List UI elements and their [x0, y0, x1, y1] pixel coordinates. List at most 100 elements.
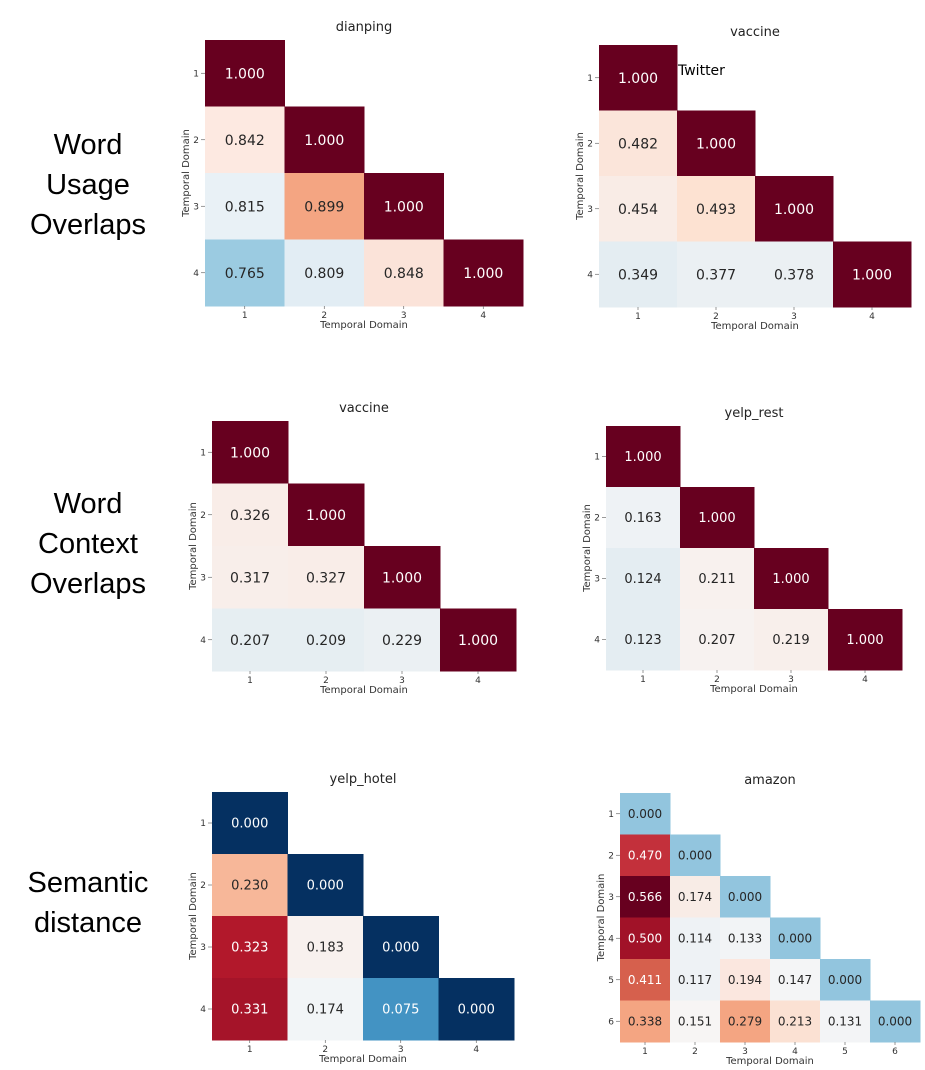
cell-value-label: 0.566 — [628, 890, 662, 904]
cell-value-label: 0.209 — [306, 633, 346, 649]
x-tick-label: 4 — [475, 676, 481, 686]
x-tick-label: 1 — [640, 675, 646, 685]
y-axis-label: Temporal Domain — [188, 872, 199, 961]
heatmap-cell — [599, 176, 678, 242]
cell-value-label: 0.194 — [728, 973, 762, 987]
x-tick-label: 3 — [742, 1047, 748, 1057]
heatmap-cell — [720, 917, 771, 960]
cell-value-label: 0.000 — [728, 890, 762, 904]
cell-value-label: 0.000 — [307, 879, 344, 894]
cell-value-label: 0.842 — [225, 133, 265, 149]
row-label-word-usage-overlaps: Word Usage Overlaps — [0, 125, 176, 245]
heatmap-vaccine: vaccine 1.000 0.326 1.000 0.317 0.327 1.000 0.2… — [188, 401, 517, 696]
cell-value-label: 0.000 — [878, 1015, 912, 1029]
heatmap-cell — [599, 241, 678, 308]
y-tick-label: 3 — [594, 575, 600, 585]
cell-value-label: 0.482 — [618, 136, 658, 152]
heatmap-cell — [720, 876, 771, 918]
cell-value-label: 1.000 — [698, 511, 735, 526]
heatmap-cell — [287, 854, 364, 917]
cell-value-label: 0.323 — [231, 941, 268, 956]
row-label-word-context-overlaps: Word Context Overlaps — [0, 484, 176, 604]
row-label-line: Overlaps — [29, 568, 147, 600]
heatmap-cell — [212, 854, 288, 917]
cell-value-label: 0.211 — [698, 572, 735, 587]
chart-title: vaccine — [730, 25, 780, 40]
cell-value-label: 0.338 — [628, 1015, 662, 1029]
heatmap-cell — [284, 106, 365, 174]
cell-value-label: 0.151 — [678, 1015, 712, 1029]
heatmap-cell — [364, 239, 444, 307]
cell-value-label: 0.470 — [628, 849, 662, 863]
cell-value-label: 1.000 — [304, 133, 344, 149]
heatmap-cell — [212, 546, 289, 609]
heatmap-amazon: amazon 0.000 0.470 0.000 0.566 0.174 0.000 0.50… — [596, 773, 921, 1067]
y-tick-label: 4 — [608, 934, 614, 944]
twitter-annotation: Twitter — [678, 63, 725, 79]
heatmap-cell — [606, 487, 681, 549]
cell-value-label: 0.000 — [628, 807, 662, 821]
row-label-line: Overlaps — [29, 209, 147, 241]
x-tick-label: 1 — [247, 1045, 253, 1055]
y-tick-label: 3 — [200, 573, 206, 583]
cell-value-label: 1.000 — [463, 266, 503, 282]
heatmap-yelp_rest: yelp_rest 1.000 0.163 1.000 0.124 0.211 1.000 0… — [582, 406, 903, 695]
row-label-semantic-distance: Semantic distance — [0, 863, 176, 943]
y-tick-label: 2 — [608, 851, 614, 861]
cell-value-label: 1.000 — [774, 202, 814, 218]
heatmap-cell — [680, 609, 755, 671]
cell-value-label: 1.000 — [458, 633, 498, 649]
heatmap-cell — [212, 916, 288, 979]
cell-value-label: 0.000 — [231, 817, 268, 832]
y-tick-label: 2 — [594, 514, 600, 524]
cell-value-label: 0.123 — [624, 633, 661, 648]
heatmap-cell — [720, 1000, 771, 1043]
heatmap-cell — [599, 45, 678, 111]
heatmap-cell — [205, 173, 285, 240]
heatmap-cell — [284, 239, 365, 307]
heatmap-cell — [363, 916, 439, 979]
y-tick-label: 1 — [193, 69, 199, 79]
cell-value-label: 0.411 — [628, 973, 662, 987]
y-tick-label: 1 — [587, 74, 593, 84]
cell-value-label: 0.183 — [307, 941, 344, 956]
row-label-line: distance — [33, 907, 142, 939]
x-tick-label: 1 — [635, 312, 641, 322]
cell-value-label: 1.000 — [230, 445, 270, 461]
cell-value-label: 0.000 — [458, 1003, 495, 1018]
heatmap-cell — [606, 609, 681, 671]
heatmap-cell — [670, 834, 721, 877]
cell-value-label: 1.000 — [696, 136, 736, 152]
cell-value-label: 1.000 — [306, 508, 346, 524]
heatmap-cell — [606, 426, 681, 488]
row-label-line: Word — [53, 129, 123, 161]
cell-value-label: 0.809 — [304, 266, 344, 282]
y-axis-label: Temporal Domain — [188, 502, 199, 591]
x-axis-label: Temporal Domain — [710, 321, 799, 332]
cell-value-label: 0.899 — [304, 199, 344, 215]
chart-title: dianping — [336, 20, 392, 35]
cell-value-label: 0.124 — [624, 572, 661, 587]
x-axis-label: Temporal Domain — [725, 1056, 814, 1067]
y-tick-label: 2 — [200, 511, 206, 521]
cell-value-label: 0.378 — [774, 267, 814, 283]
cell-value-label: 1.000 — [225, 66, 265, 82]
cell-value-label: 0.207 — [698, 633, 735, 648]
heatmap-cell — [212, 421, 289, 484]
heatmap-cell — [364, 546, 441, 609]
heatmap-cell — [755, 241, 834, 308]
x-tick-label: 3 — [399, 676, 405, 686]
y-tick-label: 4 — [193, 269, 199, 279]
heatmap-cell — [212, 978, 288, 1041]
x-tick-label: 4 — [480, 311, 486, 321]
cell-value-label: 0.131 — [828, 1015, 862, 1029]
y-axis-label: Temporal Domain — [582, 504, 593, 593]
heatmap-cell — [620, 917, 671, 960]
y-axis-label: Temporal Domain — [596, 874, 607, 963]
cell-value-label: 0.000 — [778, 932, 812, 946]
heatmap-cell — [620, 959, 671, 1001]
x-axis-label: Temporal Domain — [319, 320, 408, 331]
y-tick-label: 4 — [200, 1005, 206, 1015]
heatmap-cell — [620, 1000, 671, 1043]
cell-value-label: 0.454 — [618, 202, 658, 218]
